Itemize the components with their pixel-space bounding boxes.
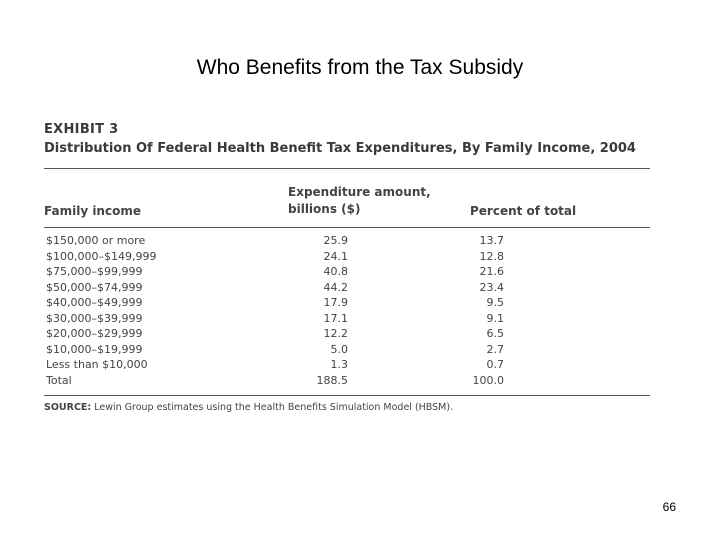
- cell-income: $30,000–$39,999: [46, 311, 143, 325]
- header-expenditure-amount: Expenditure amount, billions ($): [288, 184, 431, 218]
- source-note: SOURCE: Lewin Group estimates using the …: [44, 402, 650, 413]
- exhibit-label: EXHIBIT 3: [44, 122, 119, 137]
- bottom-rule: [44, 395, 650, 396]
- cell-percent: 21.6: [479, 265, 505, 278]
- cell-amount: 40.8: [323, 265, 349, 278]
- table-row-total: Total 188.5 100.0: [44, 374, 650, 390]
- cell-amount: 188.5: [316, 373, 349, 387]
- cell-percent: 0.7: [486, 358, 505, 371]
- cell-income: $10,000–$19,999: [46, 342, 143, 356]
- cell-amount: 17.1: [323, 311, 349, 325]
- table-row: $50,000–$74,999 44.2 23.4: [44, 281, 650, 297]
- cell-percent: 9.1: [486, 311, 505, 325]
- cell-income: $40,000–$49,999: [46, 296, 143, 309]
- cell-amount: 24.1: [323, 249, 349, 263]
- header-rule: [44, 227, 650, 228]
- table-row: $100,000–$149,999 24.1 12.8: [44, 250, 650, 266]
- cell-amount: 1.3: [330, 358, 349, 371]
- header-amount-line2: billions ($): [288, 202, 361, 216]
- cell-percent: 12.8: [479, 249, 505, 263]
- cell-amount: 17.9: [323, 296, 349, 309]
- table-row: $75,000–$99,999 40.8 21.6: [44, 265, 650, 281]
- cell-income: $75,000–$99,999: [46, 265, 143, 278]
- cell-income: $50,000–$74,999: [46, 280, 143, 294]
- table-row: $20,000–$29,999 12.2 6.5: [44, 327, 650, 343]
- top-rule: [44, 168, 650, 169]
- table-header: Family income Expenditure amount, billio…: [44, 169, 650, 227]
- table-row: $10,000–$19,999 5.0 2.7: [44, 343, 650, 359]
- table-row: $150,000 or more 25.9 13.7: [44, 234, 650, 250]
- cell-percent: 13.7: [479, 234, 505, 247]
- slide-title: Who Benefits from the Tax Subsidy: [196, 56, 524, 79]
- table-row: $30,000–$39,999 17.1 9.1: [44, 312, 650, 328]
- cell-amount: 12.2: [323, 327, 349, 340]
- exhibit-table: EXHIBIT 3 Distribution Of Federal Health…: [44, 122, 650, 413]
- cell-income: Less than $10,000: [46, 358, 148, 371]
- cell-income: $100,000–$149,999: [46, 249, 157, 263]
- cell-amount: 44.2: [323, 280, 349, 294]
- exhibit-title: Distribution Of Federal Health Benefit T…: [44, 141, 636, 156]
- cell-amount: 25.9: [323, 234, 349, 247]
- cell-percent: 9.5: [486, 296, 505, 309]
- cell-percent: 6.5: [486, 327, 505, 340]
- header-family-income: Family income: [44, 204, 141, 218]
- cell-income: $20,000–$29,999: [46, 327, 143, 340]
- cell-percent: 100.0: [472, 373, 505, 387]
- table-row: $40,000–$49,999 17.9 9.5: [44, 296, 650, 312]
- page-number: 66: [662, 500, 676, 514]
- table-body: $150,000 or more 25.9 13.7 $100,000–$149…: [44, 228, 650, 395]
- cell-income: Total: [46, 373, 72, 387]
- header-amount-line1: Expenditure amount,: [288, 185, 431, 199]
- cell-percent: 2.7: [486, 342, 505, 356]
- table-row: Less than $10,000 1.3 0.7: [44, 358, 650, 374]
- source-text: Lewin Group estimates using the Health B…: [91, 402, 454, 413]
- source-label: SOURCE:: [44, 402, 92, 413]
- cell-percent: 23.4: [479, 280, 505, 294]
- cell-income: $150,000 or more: [46, 234, 146, 247]
- cell-amount: 5.0: [330, 342, 349, 356]
- header-percent-of-total: Percent of total: [470, 204, 577, 218]
